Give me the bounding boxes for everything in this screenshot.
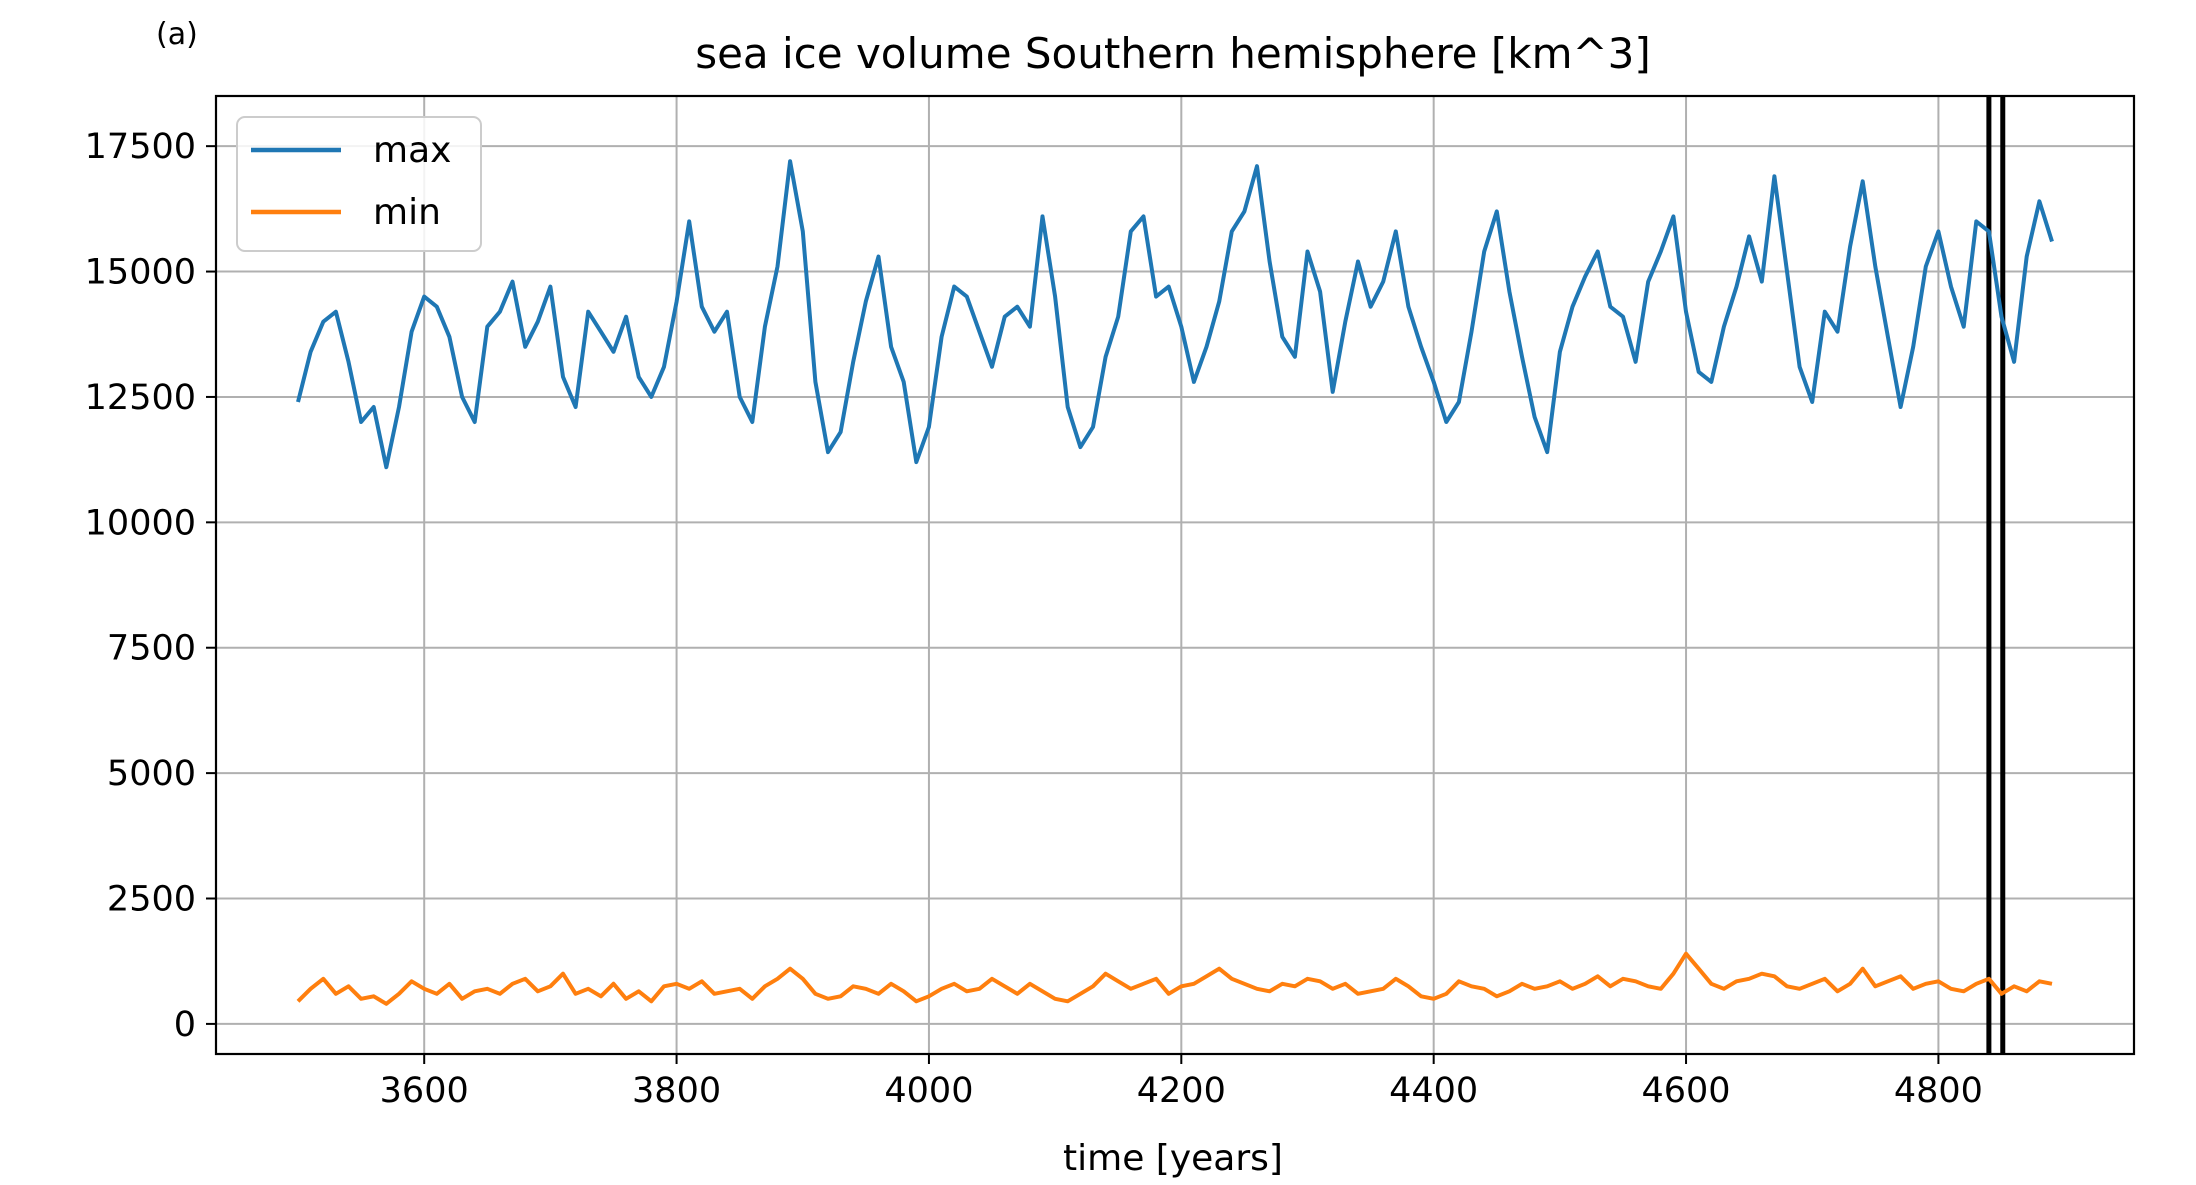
y-tick-label: 7500 xyxy=(107,629,196,669)
x-tick-label: 4400 xyxy=(1389,1071,1478,1111)
grid-lines xyxy=(216,96,2134,1054)
y-tick-label: 2500 xyxy=(107,880,196,920)
x-tick-label: 3600 xyxy=(380,1071,469,1111)
y-tick-label: 15000 xyxy=(85,253,196,293)
legend-label-min: min xyxy=(373,192,441,233)
x-axis-label: time [years] xyxy=(1063,1138,1283,1179)
x-tick-label: 4000 xyxy=(884,1071,973,1111)
y-tick-label: 12500 xyxy=(85,378,196,418)
chart-title: sea ice volume Southern hemisphere [km^3… xyxy=(695,29,1651,78)
x-tick-label: 4800 xyxy=(1894,1071,1983,1111)
y-tick-label: 10000 xyxy=(85,503,196,543)
vertical-markers xyxy=(1986,96,2006,1054)
series-line-min xyxy=(296,951,2053,1006)
series-line-max xyxy=(296,159,2054,470)
y-tick-label: 5000 xyxy=(107,754,196,794)
legend: max min xyxy=(236,116,482,252)
x-tick-label: 3800 xyxy=(632,1071,721,1111)
legend-label-max: max xyxy=(373,130,451,171)
x-tick-label: 4600 xyxy=(1642,1071,1731,1111)
series-lines xyxy=(296,159,2054,1006)
plot-frame xyxy=(214,94,2136,1056)
y-tick-label: 17500 xyxy=(85,127,196,167)
y-axis-ticks: 0 2500 5000 7500 10000 12500 15000 17500 xyxy=(85,127,216,1045)
x-axis-ticks: 3600 3800 4000 4200 4400 4600 4800 xyxy=(380,1054,1983,1111)
y-tick-label: 0 xyxy=(174,1005,196,1045)
x-tick-label: 4200 xyxy=(1137,1071,1226,1111)
panel-label: (a) xyxy=(156,17,198,52)
